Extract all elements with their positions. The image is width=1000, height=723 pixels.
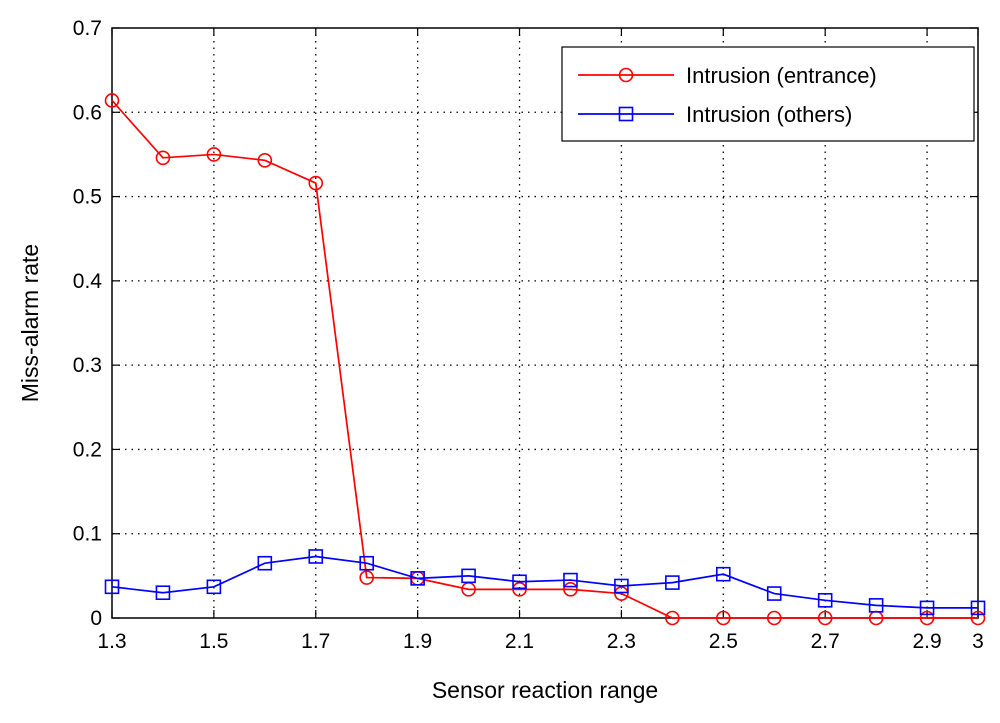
data-point-marker (359, 555, 375, 571)
x-tick-label: 2.9 (912, 630, 941, 653)
data-point-marker (104, 579, 120, 595)
y-axis-label: Miss-alarm rate (17, 244, 43, 402)
series-1 (104, 549, 986, 616)
y-tick-label: 0.3 (73, 354, 102, 377)
y-tick-label: 0.6 (73, 101, 102, 124)
y-tick-label: 0.1 (73, 523, 102, 546)
y-tick-label: 0.2 (73, 438, 102, 461)
legend-entry: Intrusion (others) (578, 102, 852, 127)
data-point-marker (868, 598, 884, 613)
y-tick-label: 0.4 (73, 270, 103, 293)
data-point-marker (206, 147, 222, 162)
data-point-marker (715, 566, 731, 582)
legend-label: Intrusion (entrance) (686, 63, 877, 88)
legend-box (561, 46, 975, 142)
data-point-marker (817, 592, 833, 608)
data-point-marker (206, 579, 222, 595)
data-point-marker (563, 582, 578, 597)
x-tick-label: 3 (972, 630, 984, 653)
data-point-marker (155, 150, 171, 166)
y-tick-label: 0.5 (73, 186, 102, 209)
x-tick-label: 1.9 (403, 630, 432, 653)
legend: Intrusion (entrance) Intrusion (others) (561, 46, 975, 142)
data-point-marker (257, 153, 273, 168)
data-point-marker (766, 610, 782, 626)
data-point-marker (970, 610, 986, 626)
data-point-marker (919, 600, 935, 616)
data-point-marker (563, 572, 578, 588)
data-point-marker (817, 610, 833, 626)
x-tick-label: 1.3 (97, 630, 126, 653)
axis-ticks: 1.3 1.5 1.7 1.9 2.1 2.3 2.5 2.7 2.9 3 0 0.1 0.2 0.3 0.… (73, 17, 984, 653)
data-point-marker (715, 610, 731, 626)
x-tick-label: 1.7 (301, 630, 330, 653)
data-point-marker (919, 610, 935, 626)
y-tick-label: 0.7 (73, 17, 102, 40)
x-tick-label: 2.3 (607, 630, 636, 653)
x-axis-label: Sensor reaction range (432, 677, 658, 703)
data-point-marker (665, 610, 680, 626)
x-tick-label: 2.1 (505, 630, 534, 653)
x-tick-label: 2.7 (811, 630, 840, 653)
legend-marker (618, 106, 634, 122)
data-point-marker (410, 571, 425, 586)
series-line (111, 555, 978, 609)
legend-marker (618, 67, 634, 83)
x-tick-label: 2.5 (709, 630, 738, 653)
data-point-marker (512, 574, 527, 590)
y-tick-label: 0 (90, 607, 102, 630)
data-point-marker (104, 93, 120, 108)
data-point-marker (308, 549, 324, 564)
data-point-marker (155, 585, 171, 601)
data-point-marker (614, 586, 629, 601)
x-tick-label: 1.5 (199, 630, 228, 653)
legend-label: Intrusion (others) (686, 102, 852, 127)
data-point-marker (359, 570, 375, 585)
series-lines (104, 93, 986, 626)
data-point-marker (614, 578, 629, 594)
data-point-marker (766, 586, 782, 601)
data-point-marker (308, 175, 324, 191)
plot-area-frame (111, 27, 979, 619)
data-point-marker (970, 600, 986, 616)
data-point-marker (257, 555, 273, 571)
data-point-marker (665, 575, 680, 590)
data-point-marker (512, 582, 527, 597)
data-point-marker (461, 568, 476, 584)
legend-entry: Intrusion (entrance) (578, 63, 877, 88)
series-line (111, 99, 978, 619)
legend-entries: Intrusion (entrance) Intrusion (others) (578, 63, 877, 127)
